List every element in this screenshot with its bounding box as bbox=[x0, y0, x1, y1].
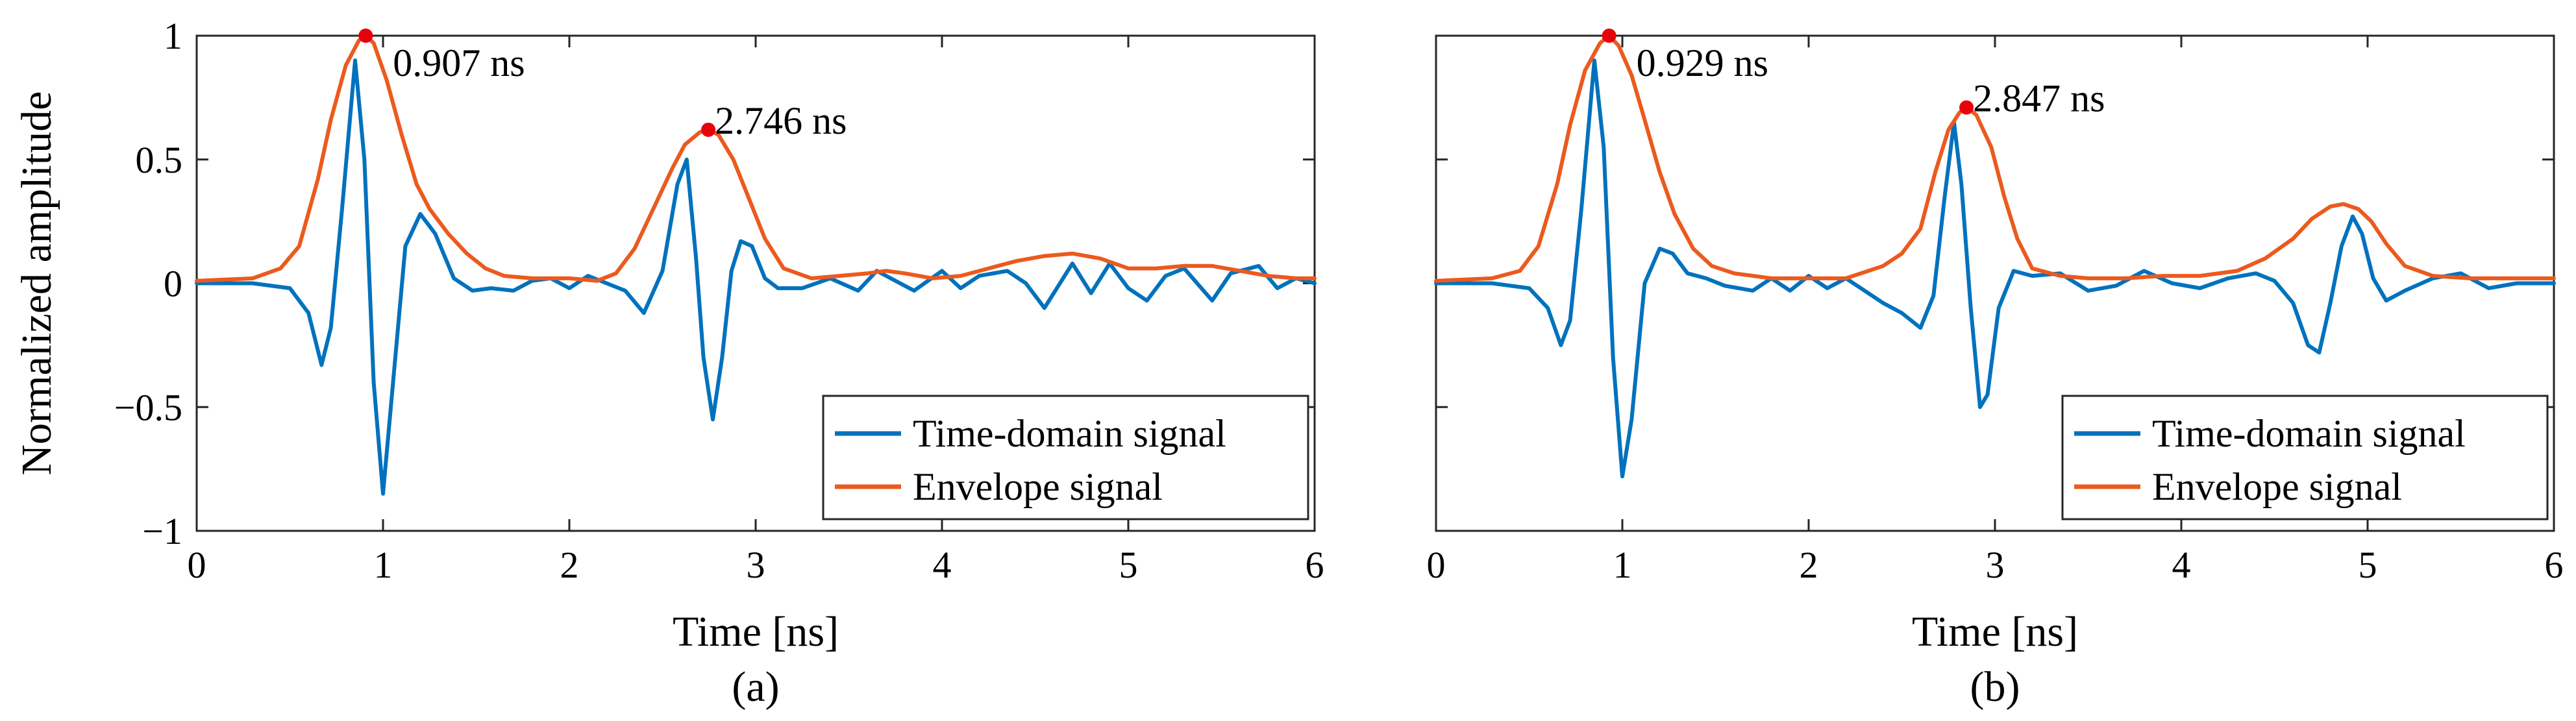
y-axis-title: Normalized amplitude bbox=[13, 92, 60, 476]
x-tick-label: 4 bbox=[2172, 544, 2191, 586]
y-tick-label: 0 bbox=[164, 263, 182, 305]
legend-label: Time-domain signal bbox=[913, 412, 1226, 455]
x-tick-label: 0 bbox=[188, 544, 206, 586]
panel-label: (a) bbox=[732, 663, 779, 711]
x-tick-label: 4 bbox=[933, 544, 952, 586]
x-tick-label: 0 bbox=[1427, 544, 1446, 586]
y-tick-label: −0.5 bbox=[114, 386, 182, 428]
peak-marker bbox=[1602, 29, 1616, 43]
x-tick-label: 2 bbox=[1800, 544, 1818, 586]
x-tick-label: 6 bbox=[2545, 544, 2564, 586]
x-tick-label: 1 bbox=[374, 544, 393, 586]
x-tick-label: 2 bbox=[560, 544, 579, 586]
legend-label: Envelope signal bbox=[913, 465, 1163, 508]
peak-annotation: 2.847 ns bbox=[1973, 77, 2105, 120]
peak-marker bbox=[1959, 100, 1974, 115]
time-domain-signal-line bbox=[1434, 58, 2556, 479]
y-tick-label: 0.5 bbox=[136, 139, 183, 181]
panel-label: (b) bbox=[1970, 663, 2020, 711]
panel-a: 0 1 2 3 4 5 6 −1 −0.5 0 0.5 1 Time [ns] Normalized am… bbox=[13, 15, 1324, 711]
time-domain-signal-line bbox=[195, 58, 1317, 496]
y-tick-label: 1 bbox=[164, 15, 182, 57]
peak-annotation: 0.929 ns bbox=[1637, 42, 1768, 84]
x-tick-label: 3 bbox=[747, 544, 765, 586]
x-tick-label: 5 bbox=[2359, 544, 2377, 586]
x-tick-label: 5 bbox=[1119, 544, 1138, 586]
x-tick-label: 1 bbox=[1613, 544, 1632, 586]
peak-marker bbox=[358, 29, 373, 43]
peak-annotation: 0.907 ns bbox=[393, 42, 525, 84]
legend-label: Envelope signal bbox=[2152, 465, 2402, 508]
legend-box bbox=[2061, 395, 2549, 520]
x-tick-label: 3 bbox=[1986, 544, 2005, 586]
x-axis-title: Time [ns] bbox=[1912, 608, 2078, 655]
envelope-signal-line bbox=[195, 34, 1317, 283]
peak-annotation: 2.746 ns bbox=[715, 99, 847, 142]
panel-b: 0 1 2 3 4 5 6 Time [ns] (b) 0.929 ns 2.847 ns Time-… bbox=[1427, 29, 2564, 711]
y-tick-label: −1 bbox=[142, 510, 182, 552]
peak-marker bbox=[701, 122, 716, 137]
x-tick-label: 6 bbox=[1306, 544, 1324, 586]
legend-label: Time-domain signal bbox=[2152, 412, 2466, 455]
x-axis-title: Time [ns] bbox=[673, 608, 839, 655]
legend-box bbox=[822, 395, 1309, 520]
